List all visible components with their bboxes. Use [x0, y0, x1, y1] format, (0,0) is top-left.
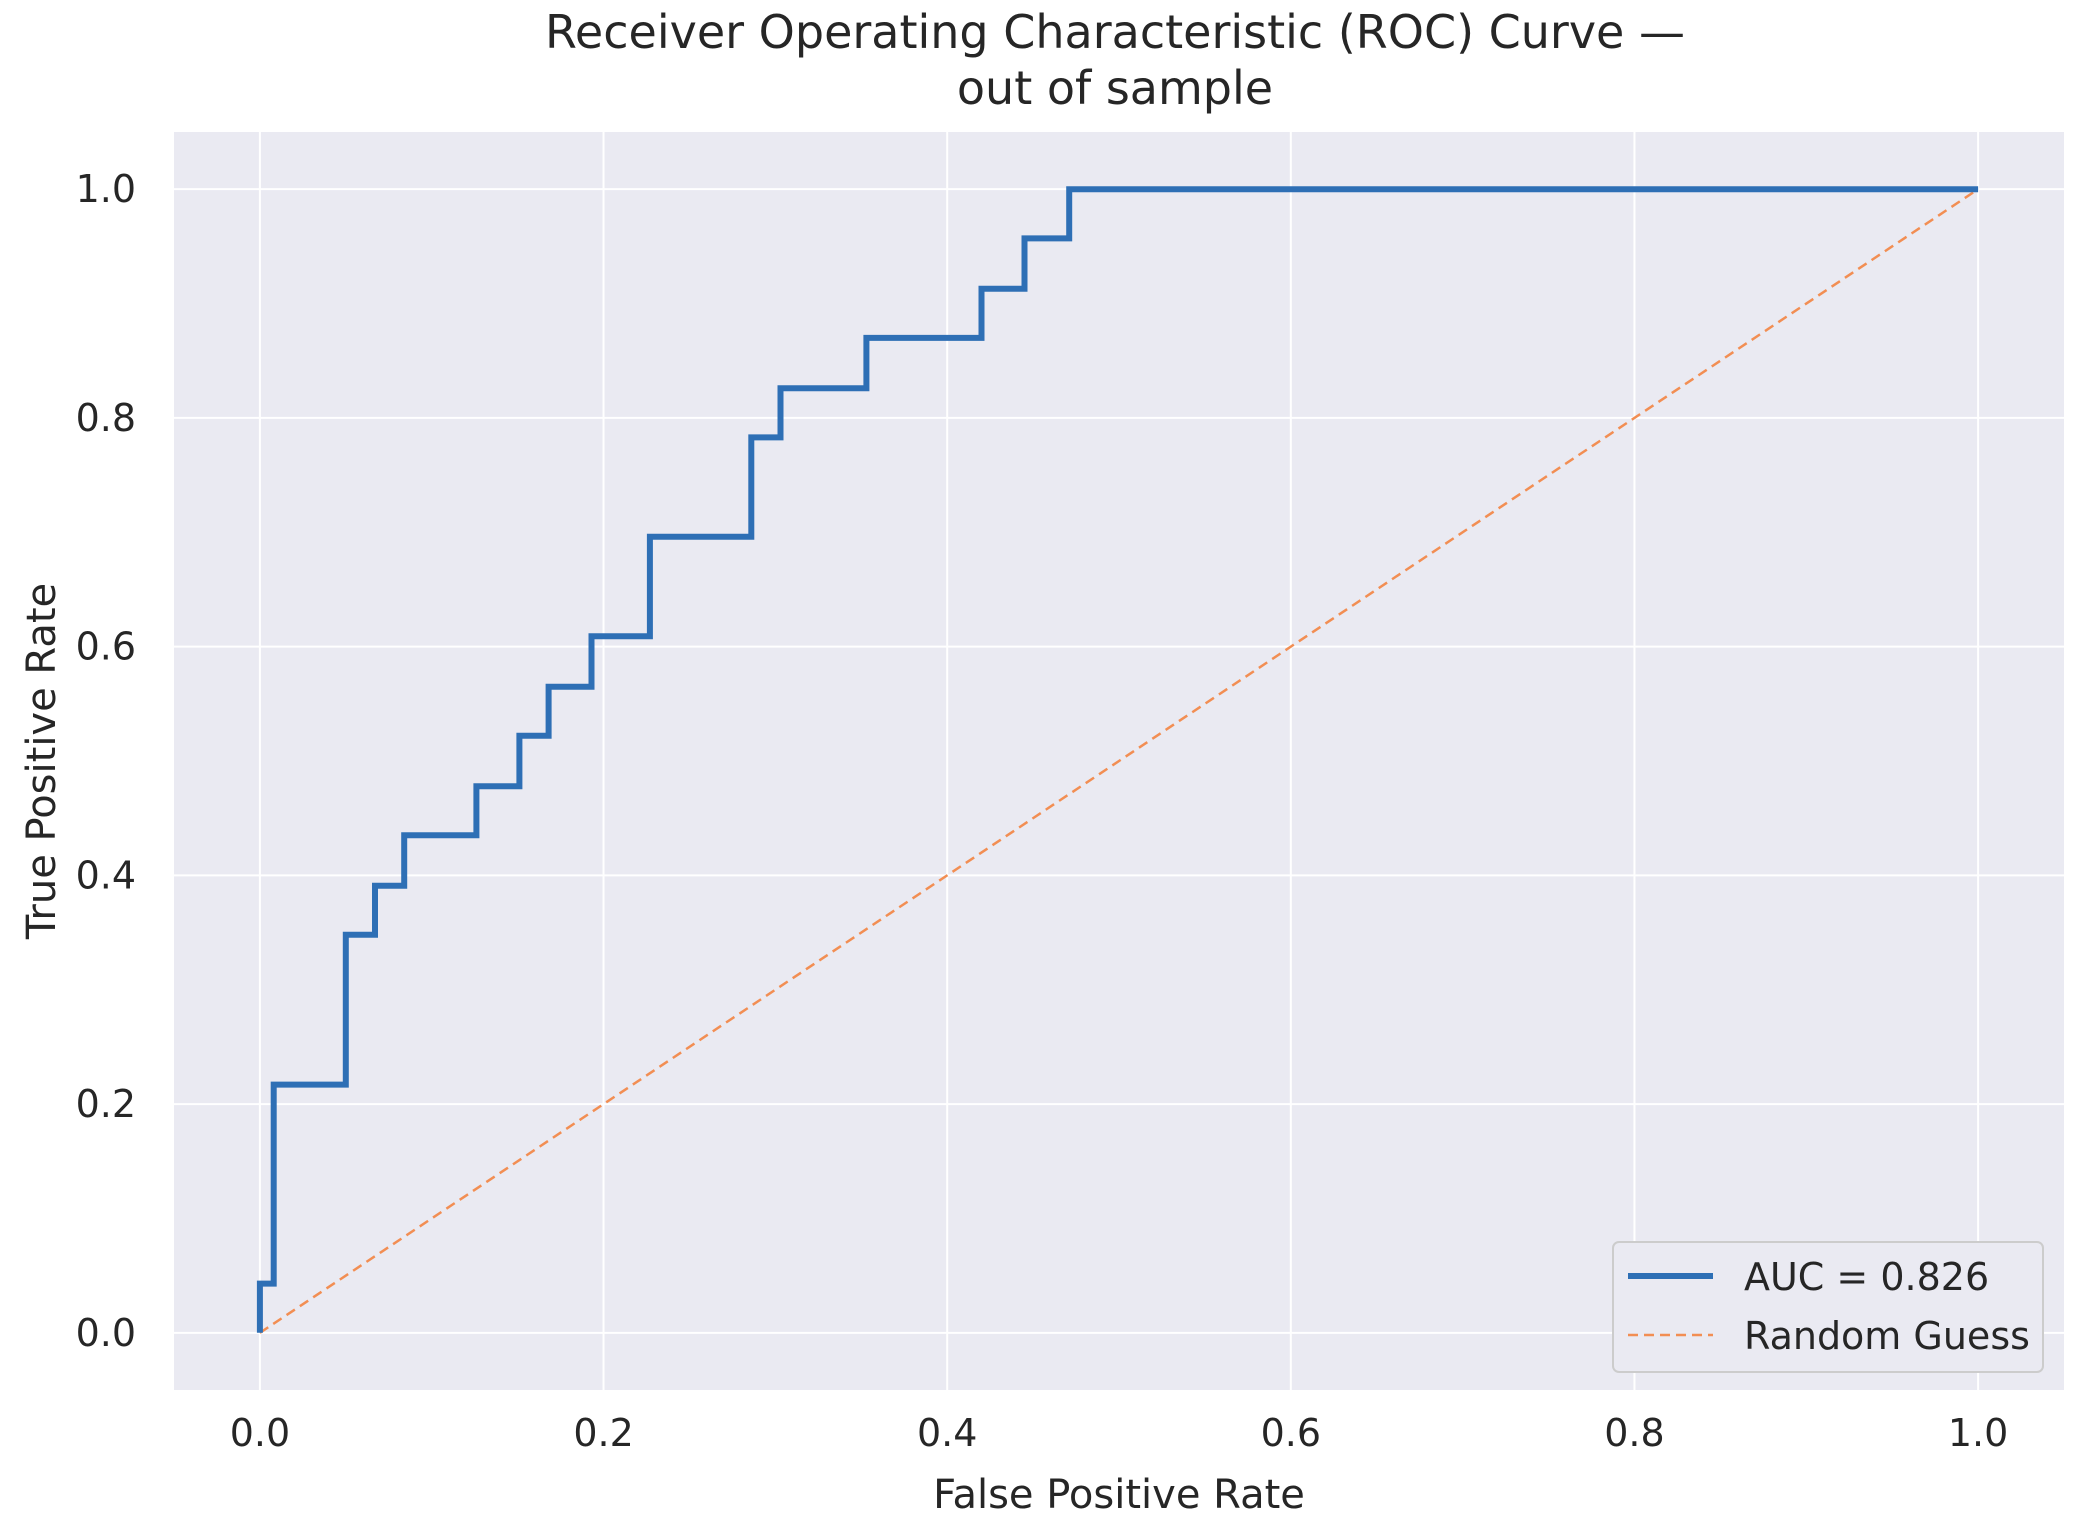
legend-label-auc: AUC = 0.826	[1744, 1255, 1989, 1299]
y-tick-label: 0.0	[76, 1311, 136, 1355]
gridlines	[174, 132, 2064, 1390]
x-axis-label: False Positive Rate	[933, 1472, 1305, 1518]
x-tick-label: 0.6	[1261, 1411, 1321, 1455]
y-axis-label: True Positive Rate	[19, 583, 65, 940]
x-tick-label: 0.8	[1604, 1411, 1664, 1455]
y-tick-label: 0.6	[76, 625, 136, 669]
random-guess-line	[259, 188, 1979, 1334]
x-tick-label: 0.4	[917, 1411, 977, 1455]
y-tick-label: 1.0	[76, 167, 136, 211]
legend: AUC = 0.826 Random Guess	[1612, 1241, 2044, 1373]
x-tick-label: 1.0	[1948, 1411, 2008, 1455]
y-tick-label: 0.8	[76, 396, 136, 440]
y-tick-label: 0.4	[76, 853, 136, 897]
legend-box	[1612, 1241, 2044, 1373]
chart-title: Receiver Operating Characteristic (ROC) …	[545, 5, 1685, 59]
y-tick-labels: 0.0 0.2 0.4 0.6 0.8 1.0	[76, 167, 136, 1355]
chart-subtitle: out of sample	[957, 61, 1273, 115]
x-tick-label: 0.2	[573, 1411, 633, 1455]
y-tick-label: 0.2	[76, 1082, 136, 1126]
series-lines	[256, 186, 1979, 1334]
x-tick-label: 0.0	[230, 1411, 290, 1455]
legend-label-random-guess: Random Guess	[1744, 1314, 2030, 1358]
roc-curve	[256, 186, 1979, 1333]
x-tick-labels: 0.0 0.2 0.4 0.6 0.8 1.0	[230, 1411, 2009, 1455]
